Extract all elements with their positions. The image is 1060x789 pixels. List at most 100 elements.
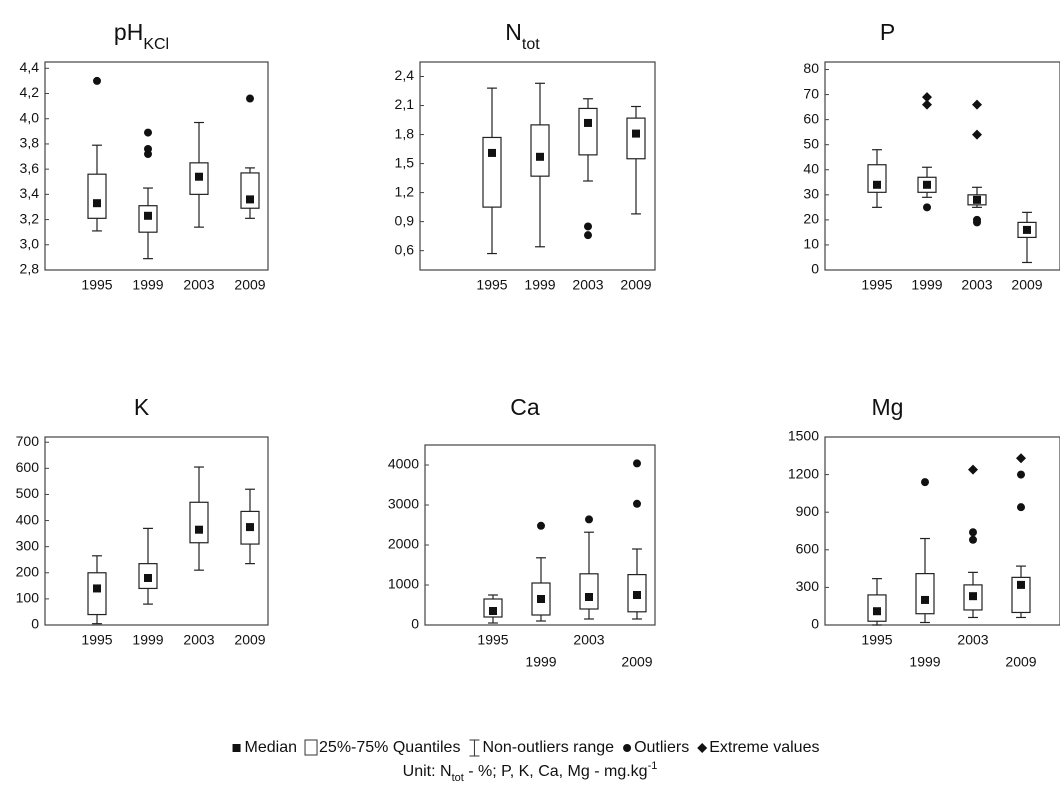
y-tick-label: 10 — [803, 236, 819, 252]
x-tick-label: 1999 — [525, 654, 556, 670]
x-tick-label: 1995 — [81, 277, 112, 293]
x-tick-label: 1995 — [81, 632, 112, 648]
outlier — [144, 128, 152, 137]
y-tick-label: 0 — [411, 616, 419, 632]
title-main: P — [880, 19, 895, 45]
x-tick-label: 2009 — [1005, 654, 1036, 670]
x-tick-label: 2003 — [572, 277, 603, 293]
panel-title: K — [134, 394, 150, 420]
y-tick-label: 600 — [796, 541, 820, 557]
legend-label: Non-outliers range — [482, 739, 614, 756]
outlier — [246, 94, 254, 103]
legend-symbol — [697, 743, 708, 753]
extreme — [972, 99, 982, 110]
outlier — [1017, 503, 1025, 512]
title-main: N — [505, 19, 522, 45]
quartile-box — [482, 136, 502, 208]
outlier — [584, 222, 592, 231]
legend: Median 25%-75% Quantiles Non-outliers rang… — [232, 739, 819, 757]
median — [632, 129, 640, 138]
median — [584, 118, 592, 127]
title-sub: KCl — [143, 36, 169, 53]
outlier — [969, 535, 977, 544]
outlier — [537, 521, 545, 530]
y-tick-label: 70 — [803, 85, 819, 101]
median — [93, 584, 101, 593]
panel-title: pHKCl — [114, 19, 169, 53]
y-tick-label: 0 — [811, 616, 819, 632]
plot-frame — [44, 436, 269, 626]
y-tick-label: 200 — [16, 563, 40, 579]
panel: Ca 0 1000 2000 3000 4000 1995 1999 2003 2009 — [388, 394, 656, 670]
note-part: Unit: N — [403, 763, 452, 780]
x-tick-label: 1999 — [132, 277, 163, 293]
quartile-box — [626, 117, 646, 160]
plot-frame — [824, 61, 1060, 271]
panel: P 0 10 20 30 40 50 60 70 80 1995 1999 2003 2009 — [803, 19, 1060, 293]
y-tick-label: 0 — [31, 616, 39, 632]
legend-label: 25%-75% Quantiles — [319, 739, 460, 756]
x-tick-label: 1999 — [911, 277, 942, 293]
y-tick-label: 4000 — [388, 456, 419, 472]
median — [246, 195, 254, 204]
extreme — [968, 464, 978, 475]
y-tick-label: 4,4 — [20, 59, 40, 75]
y-tick-label: 1500 — [788, 428, 819, 444]
outlier — [969, 528, 977, 537]
quartile-box — [87, 173, 107, 219]
median — [873, 607, 881, 616]
panel: Mg 0 300 600 900 1200 1500 1995 1999 2003 2009 — [788, 394, 1060, 670]
y-tick-label: 4,2 — [20, 84, 40, 100]
median — [633, 591, 641, 599]
y-tick-label: 80 — [803, 60, 819, 76]
x-tick-label: 2009 — [234, 632, 265, 648]
y-tick-label: 3,8 — [20, 135, 40, 151]
quartile-box — [578, 107, 598, 156]
x-tick-label: 1995 — [477, 632, 508, 648]
plot-frame — [424, 444, 656, 626]
y-tick-label: 1200 — [788, 465, 819, 481]
x-tick-label: 2003 — [961, 277, 992, 293]
outlier — [144, 144, 152, 153]
y-tick-label: 1000 — [388, 576, 419, 592]
y-tick-label: 0,9 — [395, 212, 415, 228]
median — [536, 152, 544, 161]
y-tick-label: 900 — [796, 503, 820, 519]
median — [585, 593, 593, 601]
y-tick-label: 2,1 — [395, 96, 415, 112]
y-tick-label: 400 — [16, 511, 40, 527]
panel: pHKCl 2,8 3,0 3,2 3,4 3,6 3,8 4,0 4,2 4,4 1995 1999… — [20, 19, 269, 293]
panel-title: P — [880, 19, 895, 45]
y-tick-label: 20 — [803, 211, 819, 227]
y-tick-label: 2,4 — [395, 67, 415, 83]
y-tick-label: 600 — [16, 459, 40, 475]
median — [144, 211, 152, 220]
outlier — [1017, 470, 1025, 479]
y-tick-label: 0 — [811, 261, 819, 277]
median — [195, 525, 203, 534]
legend-symbol — [232, 744, 241, 752]
y-tick-label: 300 — [16, 537, 40, 553]
y-tick-label: 300 — [796, 578, 820, 594]
note-part: -1 — [648, 760, 658, 772]
panel-title: Mg — [872, 394, 904, 420]
quartile-box — [867, 164, 887, 193]
y-tick-label: 3000 — [388, 496, 419, 512]
x-tick-label: 2003 — [957, 632, 988, 648]
panel: Ntot 0,6 0,9 1,2 1,5 1,8 2,1 2,4 1995 1999 2003 200… — [395, 19, 656, 293]
outlier — [585, 515, 593, 524]
x-tick-label: 1995 — [861, 277, 892, 293]
y-tick-label: 3,0 — [20, 235, 40, 251]
extreme — [1016, 453, 1026, 464]
outlier — [633, 499, 641, 508]
x-tick-label: 1995 — [861, 632, 892, 648]
y-tick-label: 2,8 — [20, 261, 40, 277]
legend-symbol — [304, 739, 318, 756]
note-part: - %; P, K, Ca, Mg - mg.kg — [464, 763, 648, 780]
y-tick-label: 2000 — [388, 536, 419, 552]
panel: K 0 100 200 300 400 500 600 700 1995 1999 2003 2009 — [16, 394, 269, 648]
legend-label: Extreme values — [709, 739, 819, 756]
median — [1023, 225, 1031, 234]
y-tick-label: 3,2 — [20, 210, 40, 226]
